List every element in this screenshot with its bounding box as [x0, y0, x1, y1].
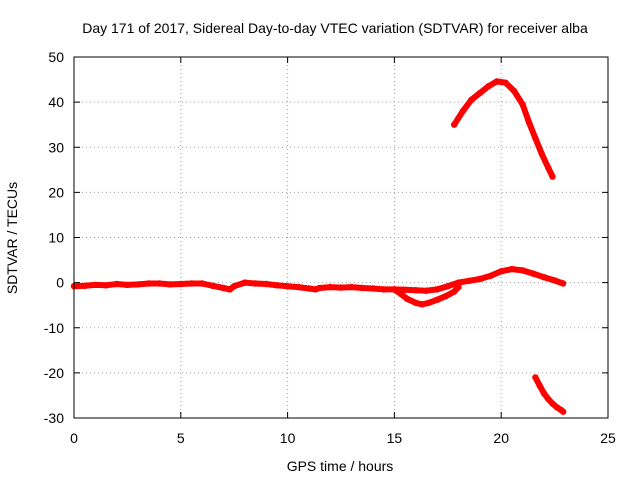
data-point-main-track	[124, 281, 131, 289]
y-tick-label: 50	[48, 49, 64, 65]
data-point-main-track	[263, 280, 270, 288]
data-point-main-track	[92, 281, 99, 289]
data-point-high-arc	[519, 101, 526, 108]
data-point-low-track	[540, 390, 548, 397]
data-point-low-track	[532, 374, 539, 381]
data-point-main-track	[337, 284, 345, 291]
data-point-main-track	[508, 265, 516, 273]
y-tick-label: 0	[56, 275, 64, 291]
data-point-main-track	[476, 275, 483, 283]
y-axis-label: SDTVAR / TECUs	[4, 182, 20, 294]
data-point-dip-track	[397, 290, 404, 298]
data-point-high-arc	[459, 108, 466, 115]
data-point-main-track	[348, 283, 355, 291]
data-point-dip-track	[412, 299, 419, 307]
data-point-main-track	[209, 282, 216, 289]
data-point-main-track	[241, 279, 249, 286]
data-point-main-track	[113, 280, 120, 288]
data-point-dip-track	[419, 301, 426, 308]
data-point-high-arc	[485, 83, 492, 90]
data-point-main-track	[273, 282, 281, 289]
data-point-high-arc	[545, 164, 552, 171]
data-point-low-track	[536, 382, 543, 389]
data-point-dip-track	[404, 295, 411, 303]
x-tick-label: 25	[600, 430, 616, 446]
data-point-low-track	[559, 408, 567, 415]
data-point-main-track	[145, 280, 152, 287]
data-point-high-arc	[538, 150, 545, 158]
data-point-dip-track	[425, 299, 432, 307]
x-tick-label: 10	[280, 430, 296, 446]
y-tick-label: -10	[44, 320, 64, 336]
data-point-main-track	[455, 279, 462, 286]
data-point-dip-track	[451, 288, 458, 295]
data-point-main-track	[177, 280, 184, 288]
x-tick-label: 15	[387, 430, 403, 446]
data-point-high-arc	[532, 135, 539, 142]
data-point-main-track	[498, 268, 505, 275]
axis-ticks: 0 5 10 15 20 25 -30 -20 -10 0 10 20 30 40 50	[44, 49, 616, 446]
data-point-main-track	[199, 280, 206, 287]
y-tick-label: -30	[44, 410, 64, 426]
data-point-main-track	[252, 280, 259, 287]
data-point-main-track	[412, 287, 419, 294]
data-point-high-arc	[468, 96, 475, 104]
chart-title: Day 171 of 2017, Sidereal Day-to-day VTE…	[82, 20, 588, 36]
data-point-main-track	[530, 270, 537, 277]
data-point-main-track	[466, 277, 473, 284]
data-series	[70, 78, 567, 415]
data-point-dip-track	[433, 296, 441, 303]
data-point-main-track	[220, 284, 227, 292]
data-point-main-track	[433, 286, 441, 293]
data-point-main-track	[401, 286, 409, 293]
data-point-high-arc	[549, 173, 556, 180]
plot-frame	[73, 56, 609, 419]
data-point-high-arc	[502, 79, 509, 86]
data-point-main-track	[369, 285, 377, 292]
x-tick-label: 0	[70, 430, 78, 446]
data-point-low-track	[549, 400, 556, 407]
data-point-dip-track	[391, 286, 398, 293]
data-point-high-arc	[476, 89, 483, 97]
data-point-low-track	[545, 395, 552, 403]
data-point-high-arc	[451, 121, 458, 128]
x-tick-label: 5	[177, 430, 185, 446]
data-point-main-track	[134, 281, 142, 288]
data-point-dip-track	[442, 293, 449, 300]
data-point-main-track	[551, 277, 558, 284]
data-point-main-track	[519, 267, 526, 274]
data-point-high-arc	[525, 119, 533, 126]
data-point-main-track	[423, 287, 430, 294]
data-point-main-track	[559, 280, 567, 287]
data-point-high-arc	[493, 78, 501, 85]
data-point-main-track	[380, 286, 387, 293]
series-line-high-arc	[451, 78, 556, 180]
x-axis-label: GPS time / hours	[287, 458, 394, 474]
y-tick-label: 40	[48, 94, 64, 110]
data-point-main-track	[102, 282, 110, 289]
data-point-main-track	[166, 281, 174, 288]
data-point-main-track	[81, 282, 88, 289]
data-point-main-track	[444, 283, 451, 290]
y-tick-label: 30	[48, 139, 64, 155]
y-tick-label: 10	[48, 230, 64, 246]
data-point-main-track	[540, 274, 548, 281]
y-tick-label: -20	[44, 365, 64, 381]
y-tick-label: 20	[48, 184, 64, 200]
data-point-main-track	[188, 280, 195, 287]
data-point-main-track	[305, 285, 313, 292]
data-point-high-arc	[510, 87, 518, 95]
x-tick-label: 20	[493, 430, 509, 446]
data-point-main-track	[316, 284, 323, 292]
series-line-dip-track	[391, 284, 462, 308]
data-point-main-track	[359, 284, 366, 292]
data-point-main-track	[156, 280, 163, 287]
data-point-main-track	[231, 283, 238, 290]
data-point-main-track	[487, 272, 494, 280]
data-point-main-track	[295, 283, 302, 291]
data-point-main-track	[327, 283, 334, 291]
data-point-main-track	[284, 283, 291, 290]
data-point-dip-track	[455, 283, 462, 291]
